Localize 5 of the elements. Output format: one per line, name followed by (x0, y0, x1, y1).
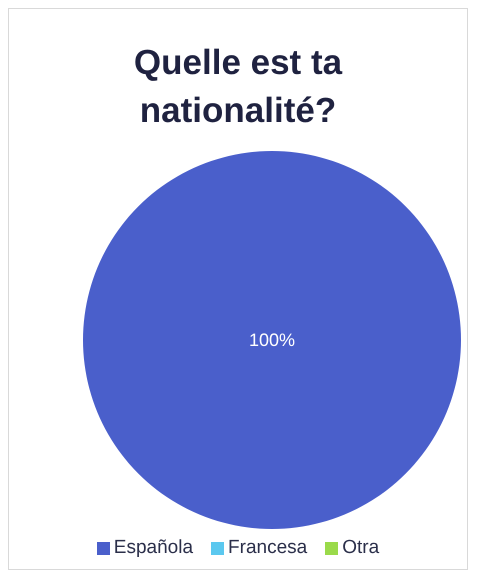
data-label: 100% (248, 330, 296, 350)
legend-label: Otra (342, 537, 380, 559)
legend-label: Española (114, 537, 194, 559)
legend-label: Francesa (228, 537, 308, 559)
chart-title: Quelle est ta nationalité? (132, 42, 344, 132)
